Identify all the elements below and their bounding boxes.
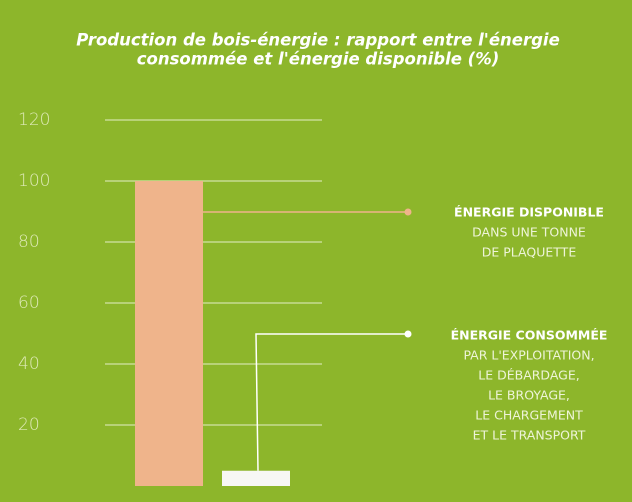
y-tick-label: 60 (18, 293, 40, 313)
y-tick-label: 100 (18, 171, 50, 191)
y-tick-label: 120 (18, 110, 50, 130)
chart-title: Production de bois-énergie : rapport ent… (76, 31, 560, 50)
y-tick-label: 80 (18, 232, 40, 252)
connector-dot (404, 330, 412, 338)
connector (255, 333, 408, 471)
connector-dot (404, 208, 412, 216)
annotation-line: ET LE TRANSPORT (473, 428, 586, 443)
bar (135, 181, 203, 486)
annotation-line: LE CHARGEMENT (475, 408, 583, 423)
bar (222, 470, 290, 486)
annotation-line: LE DÉBARDAGE, (478, 368, 579, 383)
annotation-line: PAR L'EXPLOITATION, (463, 348, 594, 363)
annotation-line: LE BROYAGE, (488, 388, 570, 403)
annotation-line: DE PLAQUETTE (482, 245, 577, 260)
annotation-line: DANS UNE TONNE (472, 225, 586, 240)
y-tick-label: 40 (18, 354, 40, 374)
annotation-title: ÉNERGIE CONSOMMÉE (451, 328, 608, 343)
chart-title: consommée et l'énergie disponible (%) (137, 50, 500, 69)
annotation-title: ÉNERGIE DISPONIBLE (454, 205, 604, 220)
y-tick-label: 20 (18, 415, 40, 435)
